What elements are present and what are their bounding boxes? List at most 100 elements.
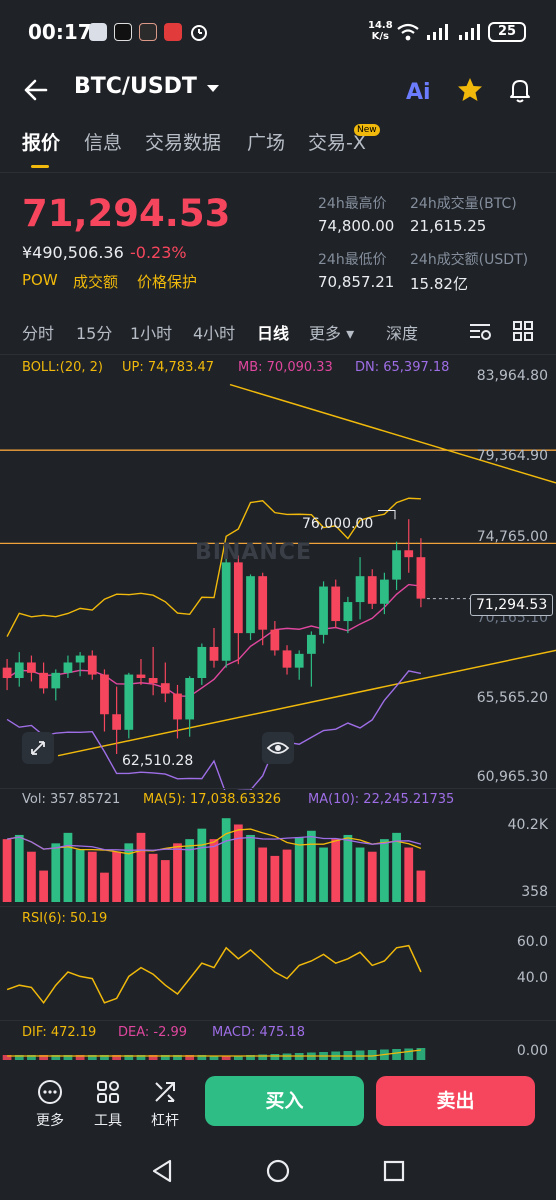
eye-icon	[266, 742, 290, 754]
tf-4h[interactable]: 4小时	[193, 324, 236, 343]
volume-bar	[51, 843, 61, 902]
favorite-star-icon[interactable]	[456, 76, 484, 104]
tf-1d[interactable]: 日线	[257, 324, 290, 343]
candle-body	[124, 674, 134, 730]
macd-bar	[14, 1055, 24, 1060]
macd-bar	[270, 1054, 280, 1060]
candle-body	[51, 672, 61, 689]
buy-button[interactable]: 买入	[205, 1076, 364, 1126]
tab-trade-data[interactable]: 交易数据	[145, 132, 222, 154]
rsi-chart	[6, 944, 422, 1005]
sell-button[interactable]: 卖出	[376, 1076, 535, 1126]
tf-timeshare[interactable]: 分时	[22, 324, 55, 343]
app-icon	[139, 23, 157, 41]
volume-bar	[319, 847, 328, 902]
volume-bar	[367, 851, 377, 902]
macd-bar	[246, 1055, 255, 1060]
rsi-axis-top: 60.0	[516, 934, 548, 950]
volume-bar	[197, 828, 207, 902]
chart-settings-icon[interactable]	[468, 320, 492, 342]
more-label: 更多	[36, 1113, 64, 1129]
macd-bar	[185, 1055, 195, 1060]
macd-axis: 0.00	[516, 1043, 548, 1059]
leverage-button[interactable]: 杠杆	[143, 1078, 187, 1130]
macd-bar	[148, 1055, 158, 1060]
high-marker: 76,000.00	[302, 516, 374, 532]
candle-body	[87, 655, 97, 675]
candle-body	[416, 557, 426, 599]
candle-body	[367, 576, 377, 604]
boll-dn: DN: 65,397.18	[355, 360, 450, 375]
nav-recents-icon[interactable]	[382, 1159, 406, 1183]
tools-button[interactable]: 工具	[86, 1078, 130, 1130]
macd-bar	[197, 1055, 207, 1060]
candle-body	[258, 576, 268, 630]
bell-icon[interactable]	[506, 76, 534, 104]
tf-more[interactable]: 更多 ▾	[309, 324, 355, 343]
price-axis-label: 74,765.00	[476, 529, 548, 545]
macd-bar	[51, 1055, 61, 1060]
candle-body	[39, 672, 48, 689]
new-badge: New	[354, 124, 380, 136]
tag-price-protection[interactable]: 价格保护	[137, 273, 198, 291]
visibility-toggle-button[interactable]	[262, 732, 294, 764]
high-marker-connector	[378, 509, 396, 520]
candle-body	[392, 550, 401, 580]
macd-bar	[404, 1048, 414, 1060]
volume-bar	[294, 837, 304, 902]
tf-15m[interactable]: 15分	[76, 324, 113, 343]
candle-body	[100, 674, 109, 715]
volume-bar	[75, 849, 85, 902]
rsi-axis-bottom: 40.0	[516, 970, 548, 986]
boll-up: UP: 74,783.47	[122, 360, 215, 375]
battery-indicator: 25	[488, 22, 526, 42]
current-price-label: 71,294.53	[470, 594, 554, 616]
stat-high-label: 24h最高价	[318, 196, 387, 212]
volume-bar	[416, 870, 426, 902]
candle-body	[306, 634, 316, 654]
volume-bar	[209, 839, 219, 902]
candle-body	[197, 646, 207, 679]
macd-bar	[355, 1050, 365, 1060]
macd-bar	[39, 1055, 48, 1060]
tf-depth[interactable]: 深度	[386, 324, 419, 343]
tab-info[interactable]: 信息	[84, 132, 123, 154]
back-arrow-icon[interactable]	[22, 77, 50, 103]
net-speed: 14.8 K/s	[368, 20, 393, 42]
volume-bar	[246, 834, 255, 902]
tag-turnover[interactable]: 成交额	[73, 273, 119, 291]
fullscreen-button[interactable]	[22, 732, 54, 764]
tab-quote[interactable]: 报价	[22, 132, 61, 154]
tf-1h[interactable]: 1小时	[130, 324, 173, 343]
tab-trade-x[interactable]: 交易-X	[308, 132, 366, 154]
price-axis-label: 60,965.30	[476, 769, 548, 785]
tag-pow[interactable]: POW	[22, 271, 58, 289]
boll-label: BOLL:(20, 2)	[22, 360, 104, 375]
ai-icon[interactable]: Ai	[406, 80, 431, 105]
candle-body	[185, 678, 195, 720]
boll-middle-band	[6, 583, 422, 698]
rsi-line	[6, 944, 422, 1005]
candlestick-chart[interactable]	[0, 380, 556, 790]
candle-body	[355, 576, 365, 603]
nav-home-icon[interactable]	[265, 1158, 291, 1184]
boll-mb: MB: 70,090.33	[238, 360, 333, 375]
volume-bar	[392, 832, 401, 902]
chevron-down-icon[interactable]	[206, 84, 220, 94]
candle-body	[331, 586, 341, 622]
candle-body	[343, 602, 353, 622]
tiktok-icon	[114, 23, 132, 41]
macd-bar	[392, 1049, 401, 1060]
more-button[interactable]: 更多	[28, 1078, 72, 1130]
tab-square[interactable]: 广场	[247, 132, 286, 154]
macd-bar	[221, 1056, 231, 1060]
pair-title[interactable]: BTC/USDT	[74, 74, 197, 99]
volume-bar	[124, 843, 134, 902]
volume-bar	[282, 849, 292, 902]
nav-back-icon[interactable]	[150, 1158, 174, 1184]
candle-body	[221, 562, 231, 661]
stat-low-label: 24h最低价	[318, 252, 387, 268]
grid-layout-icon[interactable]	[512, 320, 534, 342]
alarm-icon	[191, 25, 207, 41]
volume-bar	[258, 847, 268, 902]
